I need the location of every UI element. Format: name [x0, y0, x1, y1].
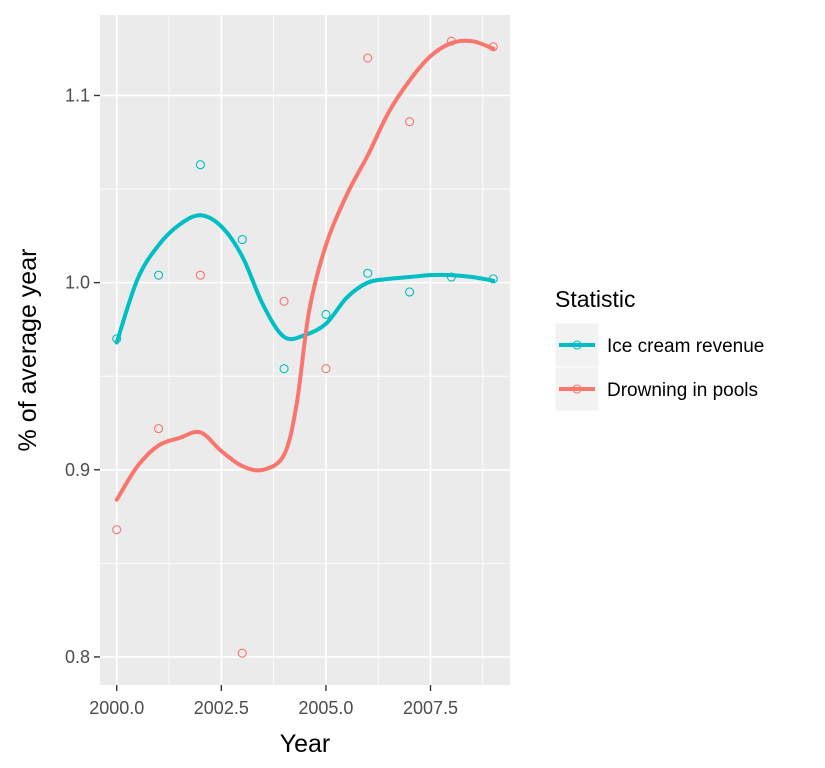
data-point-ice-cream-revenue [237, 235, 247, 245]
grid-major [100, 15, 510, 685]
x-axis-title: Year [280, 730, 331, 758]
y-tick-label: 1.1 [65, 85, 90, 105]
data-point-ice-cream-revenue [446, 272, 456, 282]
x-tick-label: 2002.5 [194, 698, 249, 718]
data-point-ice-cream-revenue [279, 364, 289, 374]
series-line-drowning-in-pools [114, 38, 496, 502]
y-axis-title: % of average year [14, 249, 42, 452]
series-lines [114, 38, 496, 502]
data-point-drowning-in-pools [363, 53, 373, 63]
data-point-drowning-in-pools [279, 296, 289, 306]
data-point-drowning-in-pools [112, 525, 122, 535]
legend-key-drowning-in-pools [554, 366, 600, 412]
data-point-ice-cream-revenue [195, 160, 205, 170]
y-tick-label: 0.9 [65, 460, 90, 480]
x-tick-label: 2007.5 [403, 698, 458, 718]
legend-key-point [572, 384, 582, 394]
data-point-drowning-in-pools [446, 36, 456, 46]
legend: Statistic Ice cream revenue Drowning in p… [554, 286, 764, 412]
legend-key-point [572, 340, 582, 350]
data-point-drowning-in-pools [237, 648, 247, 658]
data-point-ice-cream-revenue [405, 287, 415, 297]
data-point-drowning-in-pools [154, 424, 164, 434]
data-point-ice-cream-revenue [154, 270, 164, 280]
data-point-drowning-in-pools [405, 117, 415, 127]
data-point-ice-cream-revenue [488, 274, 498, 284]
x-tick-label: 2000.0 [89, 698, 144, 718]
x-axis: 2000.0 2002.5 2005.0 2007.5 [89, 685, 458, 718]
legend-key-ice-cream-revenue [554, 322, 600, 368]
legend-label-drowning-in-pools: Drowning in pools [607, 380, 758, 401]
data-point-ice-cream-revenue [321, 309, 331, 319]
data-point-drowning-in-pools [488, 42, 498, 52]
grid-minor [100, 15, 510, 685]
x-tick-label: 2005.0 [298, 698, 353, 718]
data-point-ice-cream-revenue [112, 334, 122, 344]
legend-label-ice-cream-revenue: Ice cream revenue [607, 336, 764, 357]
y-tick-label: 1.0 [65, 273, 90, 293]
legend-title: Statistic [555, 286, 636, 312]
data-point-ice-cream-revenue [363, 268, 373, 278]
data-point-drowning-in-pools [195, 270, 205, 280]
series-points [112, 36, 498, 658]
data-point-drowning-in-pools [321, 364, 331, 374]
y-axis: 0.8 0.9 1.0 1.1 [65, 85, 100, 667]
y-tick-label: 0.8 [65, 647, 90, 667]
